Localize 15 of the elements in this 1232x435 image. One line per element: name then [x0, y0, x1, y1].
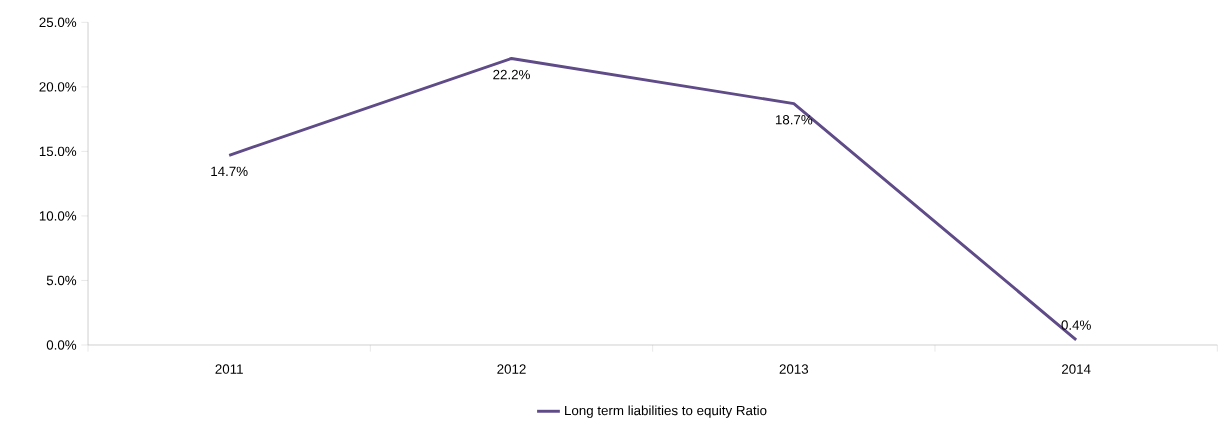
x-tick-label: 2012 — [497, 364, 526, 374]
y-tick-label: 25.0% — [39, 17, 77, 28]
data-label: 22.2% — [493, 69, 530, 80]
y-tick-label: 0.0% — [46, 340, 77, 350]
y-tick-label: 15.0% — [39, 146, 77, 157]
x-tick-label: 2013 — [779, 364, 809, 374]
data-label: 14.7% — [211, 166, 248, 176]
y-tick-label: 5.0% — [46, 275, 77, 286]
y-tick-label: 20.0% — [39, 82, 77, 92]
y-tick-label: 10.0% — [39, 211, 77, 221]
data-label: 0.4% — [1061, 320, 1091, 330]
legend-label: Long term liabilities to equity Ratio — [565, 405, 767, 418]
data-label: 18.7% — [775, 115, 813, 125]
x-tick-label: 2014 — [1062, 364, 1091, 374]
x-tick-label: 2011 — [215, 364, 243, 374]
